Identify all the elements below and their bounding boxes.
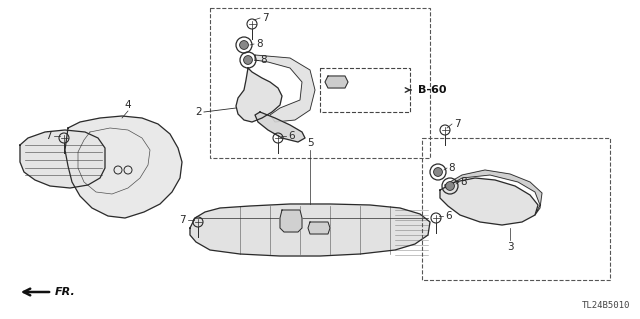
Text: 7: 7 xyxy=(179,215,186,225)
Circle shape xyxy=(244,56,252,64)
Bar xyxy=(320,68,410,112)
Polygon shape xyxy=(255,112,305,142)
Text: 7: 7 xyxy=(262,13,269,23)
Polygon shape xyxy=(280,210,302,232)
Text: 4: 4 xyxy=(125,100,131,110)
Text: 8: 8 xyxy=(260,55,267,65)
Text: 5: 5 xyxy=(307,138,314,148)
Bar xyxy=(422,138,610,280)
Circle shape xyxy=(239,41,248,49)
Bar xyxy=(210,8,430,158)
Text: 8: 8 xyxy=(460,177,467,187)
Polygon shape xyxy=(325,76,348,88)
Text: 6: 6 xyxy=(288,131,294,141)
Polygon shape xyxy=(255,55,315,122)
Polygon shape xyxy=(236,68,282,122)
Text: 7: 7 xyxy=(45,131,52,141)
Polygon shape xyxy=(65,116,182,218)
Text: 8: 8 xyxy=(256,39,262,49)
Text: 2: 2 xyxy=(195,107,202,117)
Polygon shape xyxy=(308,222,330,234)
Text: TL24B5010: TL24B5010 xyxy=(582,301,630,310)
Text: 3: 3 xyxy=(507,242,513,252)
Polygon shape xyxy=(190,204,430,256)
Polygon shape xyxy=(20,130,105,188)
Text: FR.: FR. xyxy=(55,287,76,297)
Circle shape xyxy=(434,167,442,176)
Polygon shape xyxy=(445,170,542,215)
Text: 6: 6 xyxy=(445,211,452,221)
Circle shape xyxy=(445,182,454,190)
Text: B-60: B-60 xyxy=(418,85,447,95)
Text: 8: 8 xyxy=(448,163,454,173)
Polygon shape xyxy=(440,178,538,225)
Text: 7: 7 xyxy=(454,119,461,129)
